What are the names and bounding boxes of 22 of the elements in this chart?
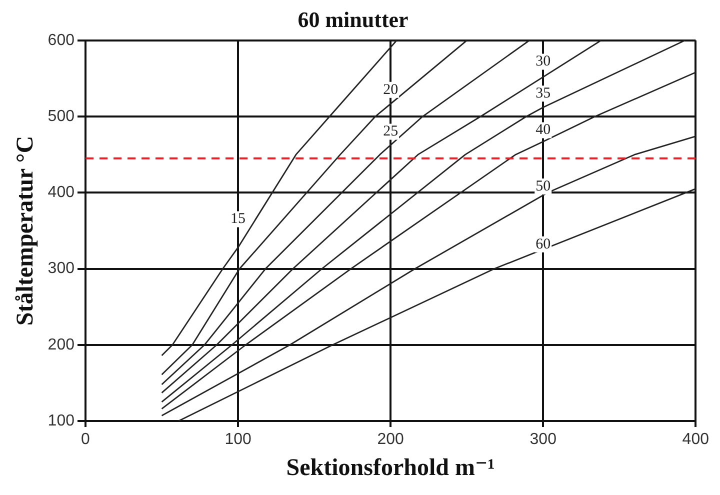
y-axis-title: Ståltemperatur °C xyxy=(12,136,39,326)
y-tick-label: 200 xyxy=(48,336,75,354)
annotation: 35 xyxy=(536,86,551,102)
annotation: 25 xyxy=(383,124,398,140)
x-tick-label: 200 xyxy=(377,431,404,448)
x-tick-label: 0 xyxy=(81,431,90,448)
x-axis-title: Sektionsforhold m⁻¹ xyxy=(286,454,495,481)
x-tick-label: 100 xyxy=(224,431,252,448)
annotation: 60 xyxy=(536,236,551,252)
annotation: 15 xyxy=(230,211,246,228)
y-tick-label: 100 xyxy=(48,412,75,430)
annotation: 50 xyxy=(536,178,551,194)
x-tick-label: 300 xyxy=(530,431,557,448)
y-tick-label: 500 xyxy=(48,108,75,125)
x-tick-label: 400 xyxy=(682,431,710,448)
annotation: 30 xyxy=(536,54,551,70)
y-tick-label: 400 xyxy=(48,184,75,202)
y-tick-label: 600 xyxy=(48,32,75,49)
chart-title: 60 minutter xyxy=(298,6,409,32)
annotation: 40 xyxy=(536,122,551,138)
annotation: 20 xyxy=(383,82,398,98)
y-tick-label: 300 xyxy=(48,260,75,278)
